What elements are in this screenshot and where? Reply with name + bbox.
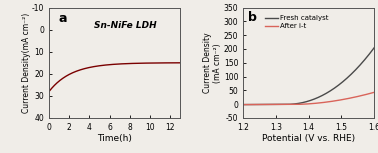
After i-t — [318, 102, 323, 104]
Text: a: a — [58, 12, 67, 25]
Fresh catalyst — [328, 90, 333, 91]
After i-t — [300, 103, 305, 105]
After i-t — [339, 99, 344, 101]
Y-axis label: Current Density(mA cm⁻²): Current Density(mA cm⁻²) — [22, 13, 31, 113]
Fresh catalyst — [372, 47, 376, 49]
X-axis label: Potential (V vs. RHE): Potential (V vs. RHE) — [262, 134, 355, 144]
Fresh catalyst — [300, 102, 305, 104]
After i-t — [264, 104, 269, 105]
After i-t — [372, 91, 376, 93]
Fresh catalyst — [241, 104, 245, 106]
Fresh catalyst — [339, 82, 344, 83]
Fresh catalyst — [264, 104, 269, 105]
Text: Sn-NiFe LDH: Sn-NiFe LDH — [94, 21, 156, 30]
After i-t — [241, 104, 245, 106]
Y-axis label: Current Density
(mA cm⁻²): Current Density (mA cm⁻²) — [203, 32, 222, 93]
Line: After i-t: After i-t — [243, 92, 374, 105]
Line: Fresh catalyst: Fresh catalyst — [243, 48, 374, 105]
After i-t — [328, 101, 333, 102]
Legend: Fresh catalyst, After i-t: Fresh catalyst, After i-t — [262, 12, 332, 32]
Text: b: b — [248, 11, 257, 24]
Fresh catalyst — [274, 104, 279, 105]
X-axis label: Time(h): Time(h) — [97, 134, 132, 144]
After i-t — [274, 104, 279, 105]
Fresh catalyst — [318, 95, 323, 97]
